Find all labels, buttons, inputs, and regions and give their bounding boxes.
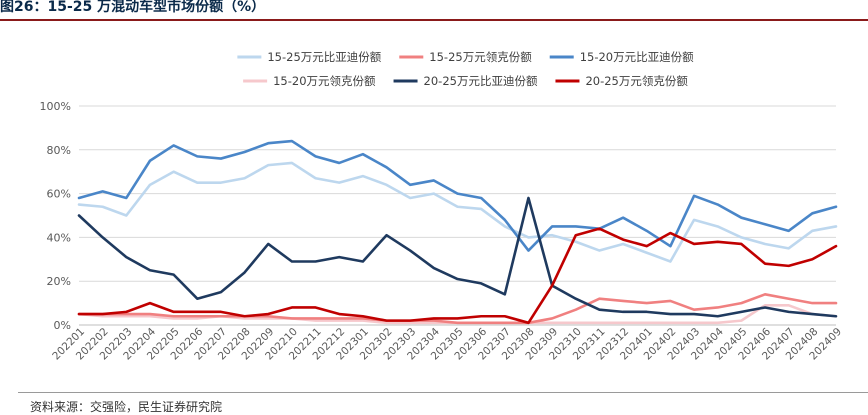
legend-label: 15-20万元领克份额: [273, 74, 376, 88]
legend-label: 15-25万元比亚迪份额: [267, 50, 381, 64]
series-line: [77, 139, 838, 252]
series-line: [77, 196, 838, 318]
x-axis: 2022012022022022032022042022052022062022…: [50, 325, 844, 362]
legend-label: 20-25万元比亚迪份额: [424, 74, 538, 88]
series-line: [77, 293, 838, 325]
y-tick-label: 80%: [47, 144, 71, 157]
legend-item: 15-20万元领克份额: [243, 74, 376, 88]
title-rule: [0, 19, 868, 21]
y-tick-label: 60%: [47, 188, 71, 201]
legend-item: 20-25万元比亚迪份额: [393, 74, 538, 88]
chart-series: [77, 139, 838, 325]
y-tick-label: 0%: [54, 319, 71, 332]
legend-item: 15-25万元领克份额: [399, 50, 532, 64]
y-tick-label: 20%: [47, 275, 71, 288]
y-tick-label: 40%: [47, 231, 71, 244]
y-tick-label: 100%: [40, 100, 71, 113]
chart-legend: 15-25万元比亚迪份额 15-25万元领克份额 15-20万元比亚迪份额 15-20…: [237, 50, 694, 88]
legend-item: 15-20万元比亚迪份额: [549, 50, 694, 64]
source-rule: [18, 392, 868, 393]
y-axis: 0% 20% 40% 60% 80% 100%: [40, 100, 71, 332]
chart-gridlines: [79, 105, 836, 326]
series-line: [77, 161, 838, 263]
legend-label: 15-20万元比亚迪份额: [580, 50, 694, 64]
source-note: 资料来源：交强险，民生证券研究院: [30, 400, 223, 414]
legend-label: 20-25万元领克份额: [585, 74, 688, 88]
legend-item: 20-25万元领克份额: [555, 74, 688, 88]
series-line: [77, 227, 838, 325]
figure-title: 图26：15-25 万混动车型市场份额（%）: [0, 0, 266, 15]
legend-item: 15-25万元比亚迪份额: [237, 50, 382, 64]
legend-label: 15-25万元领克份额: [429, 50, 532, 64]
